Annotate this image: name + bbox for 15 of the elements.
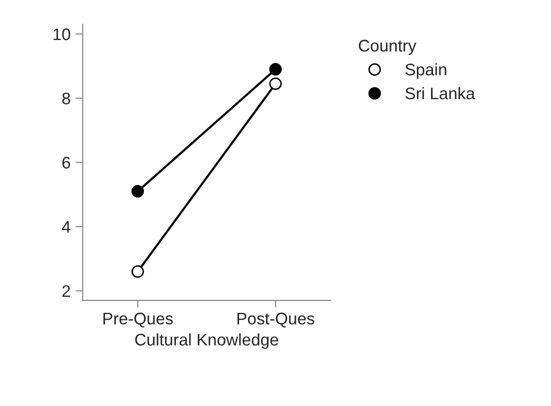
point [132, 265, 144, 278]
legend-label: Spain [405, 63, 446, 79]
y-tick-label: 10 [54, 28, 70, 40]
x-tick-label: Post-Ques [238, 312, 314, 328]
y-tick-label: 2 [62, 285, 70, 297]
point [269, 78, 282, 90]
y-tick-label: 4 [62, 221, 70, 233]
point [269, 63, 282, 76]
x-tick-label: Pre-Ques [103, 312, 173, 328]
point [132, 185, 144, 198]
legend-title: Country [358, 40, 416, 55]
legend-label: Sri Lanka [405, 87, 476, 100]
x-axis-title: Cultural Knowledge [135, 333, 278, 349]
y-tick-label: 6 [62, 156, 70, 169]
y-tick-label: 8 [62, 92, 70, 104]
